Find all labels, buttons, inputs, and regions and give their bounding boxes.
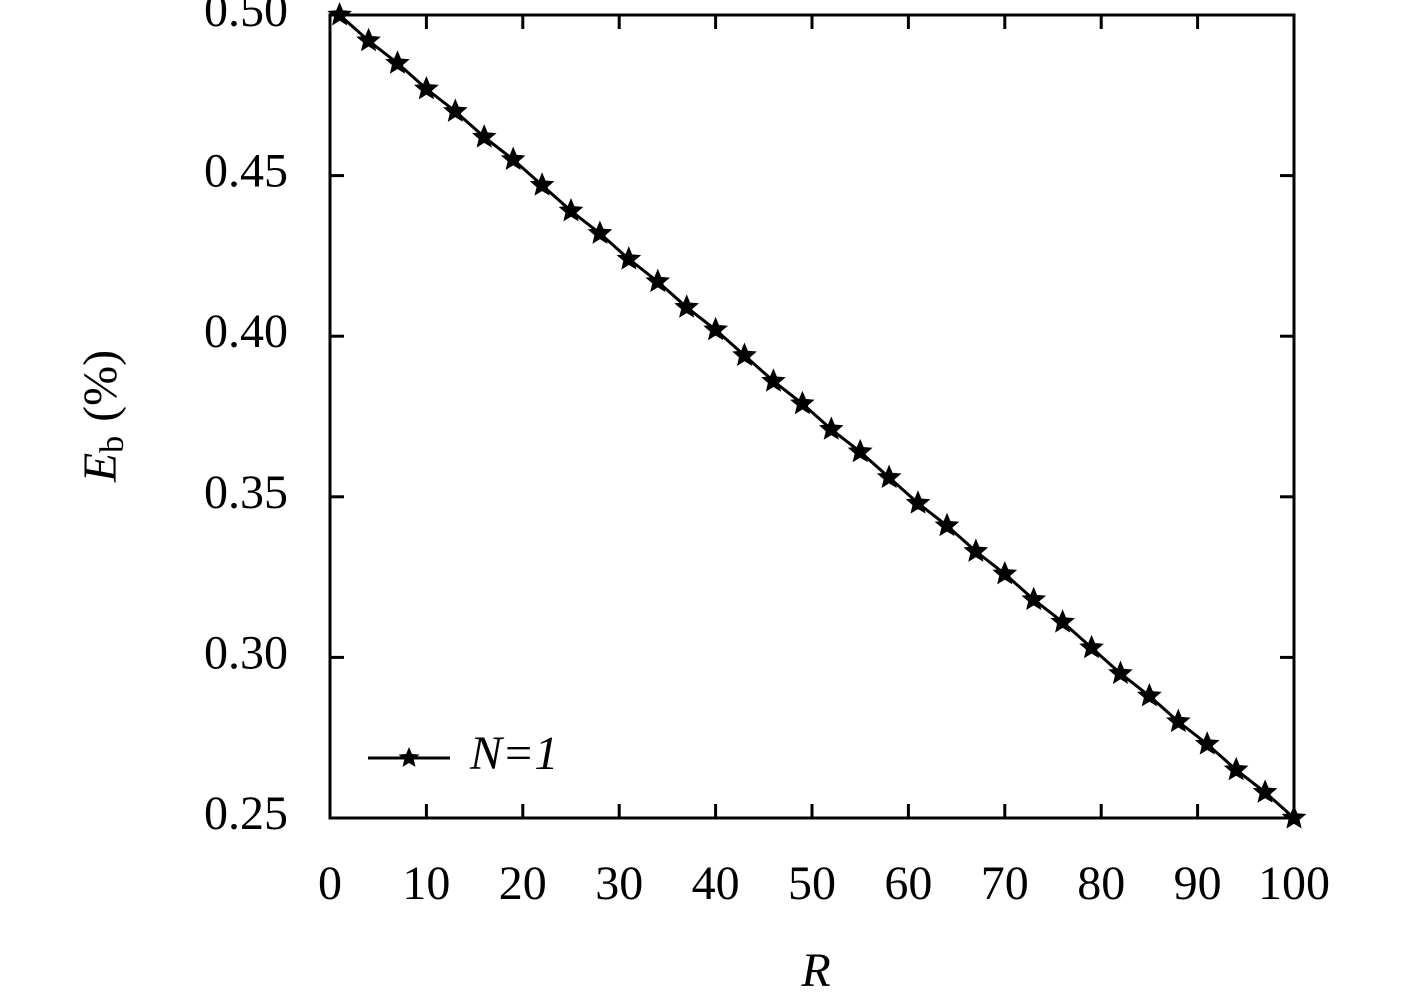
y-tick-label: 0.30 bbox=[204, 626, 288, 679]
x-tick-label: 90 bbox=[1174, 857, 1222, 910]
point-marker bbox=[500, 146, 526, 170]
point-marker bbox=[876, 464, 902, 488]
x-tick-label: 80 bbox=[1077, 857, 1125, 910]
y-tick-label: 0.45 bbox=[204, 145, 288, 198]
point-marker bbox=[1223, 756, 1249, 781]
point-marker bbox=[385, 50, 410, 74]
y-tick-label: 0.25 bbox=[204, 787, 288, 840]
y-axis-label: Eb (%) bbox=[74, 350, 131, 483]
point-marker bbox=[1166, 708, 1191, 733]
x-tick-label: 10 bbox=[402, 857, 450, 910]
point-marker bbox=[790, 390, 815, 415]
legend-marker bbox=[398, 747, 420, 767]
point-marker bbox=[732, 342, 757, 366]
point-marker bbox=[414, 75, 439, 100]
y-tick-label: 0.50 bbox=[204, 0, 288, 37]
point-marker bbox=[703, 316, 728, 341]
point-marker bbox=[1021, 586, 1047, 611]
point-marker bbox=[1194, 731, 1220, 755]
point-marker bbox=[1137, 682, 1162, 707]
y-label-symbol: E bbox=[74, 453, 127, 483]
y-tick-label: 0.40 bbox=[204, 305, 288, 358]
point-marker bbox=[674, 294, 699, 318]
point-marker bbox=[1281, 805, 1307, 829]
point-marker bbox=[847, 438, 873, 463]
point-marker bbox=[529, 172, 555, 196]
point-marker bbox=[992, 560, 1018, 585]
y-tick-label: 0.35 bbox=[204, 466, 288, 519]
x-tick-label: 0 bbox=[318, 857, 342, 910]
point-marker bbox=[934, 512, 960, 537]
point-marker bbox=[905, 490, 931, 514]
x-tick-label: 50 bbox=[788, 857, 836, 910]
point-marker bbox=[356, 27, 381, 52]
x-tick-label: 70 bbox=[981, 857, 1029, 910]
point-marker bbox=[645, 268, 671, 293]
x-tick-label: 100 bbox=[1258, 857, 1330, 910]
x-tick-label: 20 bbox=[499, 857, 547, 910]
plot-frame bbox=[328, 13, 1296, 820]
x-axis-label: R bbox=[800, 944, 830, 997]
point-marker bbox=[761, 368, 786, 392]
point-marker bbox=[1079, 634, 1104, 659]
x-tick-label: 30 bbox=[595, 857, 643, 910]
point-marker bbox=[1252, 779, 1278, 803]
point-marker bbox=[587, 220, 613, 244]
point-marker bbox=[1050, 609, 1075, 633]
point-marker bbox=[327, 2, 352, 26]
x-tick-label: 40 bbox=[692, 857, 740, 910]
point-marker bbox=[558, 197, 584, 222]
point-marker bbox=[1108, 660, 1133, 684]
point-marker bbox=[443, 98, 468, 122]
x-tick-label: 60 bbox=[884, 857, 932, 910]
point-marker bbox=[818, 416, 844, 440]
point-marker bbox=[471, 124, 497, 148]
legend-label: N=1 bbox=[469, 727, 558, 780]
point-marker bbox=[963, 538, 989, 562]
series-line bbox=[338, 13, 1295, 820]
y-label-subscript: b bbox=[94, 436, 131, 453]
y-label-unit: (%) bbox=[74, 350, 127, 422]
point-marker bbox=[616, 246, 642, 270]
